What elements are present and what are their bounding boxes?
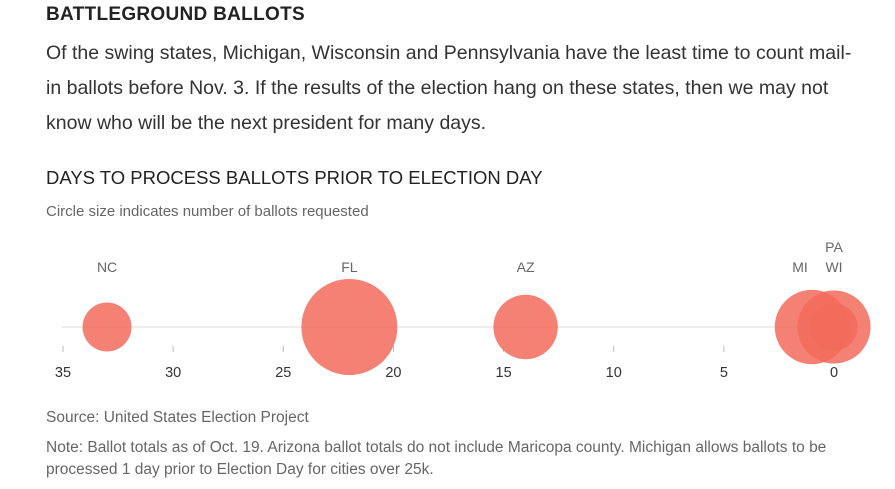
chart-title: DAYS TO PROCESS BALLOTS PRIOR TO ELECTIO… bbox=[46, 167, 543, 188]
x-tick-label: 25 bbox=[275, 365, 291, 381]
bubble-nc bbox=[82, 302, 132, 352]
bubble-fl bbox=[301, 279, 398, 375]
state-label-az: AZ bbox=[517, 259, 535, 275]
state-label-fl: FL bbox=[341, 259, 358, 275]
x-tick-label: 30 bbox=[165, 365, 181, 381]
kicker-heading: BATTLEGROUND BALLOTS bbox=[46, 4, 305, 25]
x-tick-label: 0 bbox=[830, 365, 838, 381]
bubble-wi bbox=[810, 303, 858, 351]
footnote: Note: Ballot totals as of Oct. 19. Arizo… bbox=[46, 439, 827, 478]
state-label-pa: PA bbox=[825, 239, 843, 255]
intro-paragraph: Of the swing states, Michigan, Wisconsin… bbox=[46, 42, 852, 134]
x-tick-label: 10 bbox=[606, 365, 622, 381]
state-label-mi: MI bbox=[792, 259, 808, 275]
x-tick-label: 15 bbox=[496, 365, 512, 381]
x-tick-label: 35 bbox=[55, 365, 71, 381]
source-note: Source: United States Election Project bbox=[46, 409, 309, 426]
state-label-nc: NC bbox=[97, 259, 117, 275]
state-label-wi: WI bbox=[825, 259, 842, 275]
chart-subtitle: Circle size indicates number of ballots … bbox=[46, 203, 369, 220]
bubble-az bbox=[493, 294, 558, 360]
x-tick-label: 20 bbox=[385, 365, 401, 381]
x-tick-label: 5 bbox=[720, 365, 728, 381]
bubble-chart: 35 30 25 20 15 10 5 0 NC FL AZ MI PA WI bbox=[55, 239, 871, 381]
